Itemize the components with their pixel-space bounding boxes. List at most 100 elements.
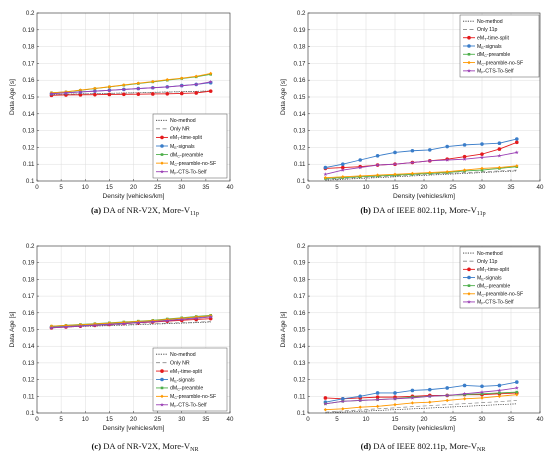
y-tick-label: 0.2 bbox=[26, 243, 35, 250]
y-tick-label: 0.17 bbox=[293, 293, 306, 300]
x-tick-label: 30 bbox=[178, 416, 185, 423]
legend-marker bbox=[467, 292, 471, 296]
series-line bbox=[51, 81, 211, 95]
data-point bbox=[410, 395, 415, 400]
y-tick-label: 0.19 bbox=[293, 27, 306, 34]
y-tick-label: 0.16 bbox=[22, 310, 35, 317]
x-tick-label: 25 bbox=[154, 416, 161, 423]
data-point bbox=[497, 383, 502, 388]
x-axis-label: Density [vehicles/km] bbox=[393, 425, 455, 432]
legend-marker bbox=[467, 44, 471, 48]
legend-marker bbox=[160, 386, 164, 390]
data-point bbox=[427, 394, 432, 398]
data-point bbox=[165, 78, 169, 82]
legend-entry-sub: C bbox=[481, 294, 484, 298]
chart-panel-3: 0 5 10 15 20 25 30 35 40 0.1 0.11 0.12 0.13 0.14 0.15 0… bbox=[280, 243, 544, 453]
chart-panel-1: 0 5 10 15 20 25 30 35 40 0.1 0.11 0.12 0.13 0.14 0.15 0… bbox=[280, 10, 544, 217]
legend-entry-suffix: -time-split bbox=[179, 135, 202, 141]
series-line bbox=[325, 403, 517, 414]
data-point bbox=[480, 166, 484, 171]
y-tick-label: 0.12 bbox=[293, 377, 306, 384]
y-tick-label: 0.1 bbox=[26, 178, 35, 185]
data-point bbox=[78, 93, 83, 97]
y-tick-label: 0.13 bbox=[293, 360, 306, 367]
caption-sub: 11p bbox=[190, 211, 199, 217]
legend-entry-sub: T bbox=[484, 38, 487, 42]
x-tick-label: 0 bbox=[35, 416, 39, 423]
data-point bbox=[63, 324, 68, 329]
data-point bbox=[208, 314, 213, 319]
data-point bbox=[514, 385, 519, 390]
series-0 bbox=[325, 403, 517, 414]
x-tick-label: 10 bbox=[82, 184, 89, 191]
legend-entry-sub: E bbox=[174, 146, 177, 150]
panel-caption: (d) DA of IEEE 802.11p, More-VNR bbox=[361, 441, 486, 453]
legend-entry: MC-preamble-no-SF bbox=[477, 60, 523, 66]
data-point bbox=[393, 162, 397, 166]
legend-entry: MC-preamble-no-SF bbox=[170, 161, 216, 167]
data-point bbox=[179, 91, 184, 96]
legend-entry-suffix: -preamble-no-SF bbox=[177, 394, 216, 400]
legend-entry-sub: F bbox=[174, 405, 177, 409]
legend-entry-sub: F bbox=[174, 172, 177, 176]
data-point bbox=[194, 82, 199, 87]
legend-entry-name: dM bbox=[477, 283, 484, 289]
legend-entry-name: Only NR bbox=[170, 127, 190, 133]
data-point bbox=[410, 160, 415, 165]
legend-entry-sub: E bbox=[481, 277, 484, 281]
legend-entry: MF-CTS-To-Self bbox=[170, 170, 207, 176]
data-point bbox=[427, 158, 432, 163]
y-tick-label: 0.17 bbox=[22, 293, 35, 300]
data-point bbox=[107, 85, 112, 89]
data-point bbox=[445, 398, 449, 403]
y-tick-label: 0.19 bbox=[293, 260, 306, 267]
y-tick-label: 0.12 bbox=[22, 377, 35, 384]
legend-entry: eMT-time-split bbox=[170, 135, 202, 141]
data-point bbox=[393, 150, 397, 155]
legend-marker bbox=[467, 35, 471, 40]
legend-entry-sub: E bbox=[481, 46, 484, 50]
legend-entry-suffix: -signals bbox=[177, 377, 195, 383]
x-tick-label: 5 bbox=[335, 416, 339, 423]
y-tick-label: 0.11 bbox=[23, 161, 35, 168]
data-point bbox=[209, 71, 213, 76]
data-point bbox=[393, 172, 397, 176]
data-point bbox=[323, 175, 328, 180]
series-2 bbox=[49, 89, 213, 98]
y-tick-label: 0.2 bbox=[297, 243, 306, 250]
series-5 bbox=[323, 392, 519, 412]
series-0 bbox=[325, 170, 517, 181]
axes-frame bbox=[36, 12, 231, 182]
legend-entry: No-method bbox=[477, 19, 503, 25]
data-point bbox=[375, 154, 380, 158]
legend-entry: Only NR bbox=[170, 360, 190, 366]
x-tick-label: 0 bbox=[306, 184, 310, 191]
data-point bbox=[410, 401, 415, 405]
y-axis-label: Data Age [s] bbox=[9, 311, 16, 347]
y-tick-label: 0.14 bbox=[22, 343, 35, 350]
data-point bbox=[323, 401, 328, 406]
data-point bbox=[358, 398, 363, 403]
caption-sub: NR bbox=[190, 447, 198, 453]
data-point bbox=[480, 142, 484, 146]
data-point bbox=[49, 91, 54, 96]
data-point bbox=[194, 74, 198, 79]
legend-entry: dMC-preamble bbox=[477, 283, 510, 289]
x-axis-label: Density [vehicles/km] bbox=[103, 193, 165, 200]
x-tick-label: 0 bbox=[306, 416, 310, 423]
legend-entry-name: No-method bbox=[170, 118, 196, 124]
data-point bbox=[480, 392, 484, 396]
axes-frame bbox=[307, 245, 541, 414]
series-5 bbox=[323, 164, 519, 180]
chart-panel-0: 0 5 10 15 20 25 30 35 40 0.1 0.11 0.12 0.13 0.14 0.15 0… bbox=[9, 10, 234, 217]
y-tick-label: 0.13 bbox=[293, 128, 306, 135]
y-tick-label: 0.2 bbox=[26, 10, 35, 17]
legend-entry-name: M bbox=[477, 60, 481, 66]
legend-entry: eMT-time-split bbox=[477, 36, 509, 42]
y-tick-label: 0.1 bbox=[297, 178, 306, 185]
data-point bbox=[393, 391, 397, 395]
data-point bbox=[323, 172, 328, 176]
data-point bbox=[358, 394, 363, 399]
legend-entry-sub: T bbox=[177, 371, 180, 375]
